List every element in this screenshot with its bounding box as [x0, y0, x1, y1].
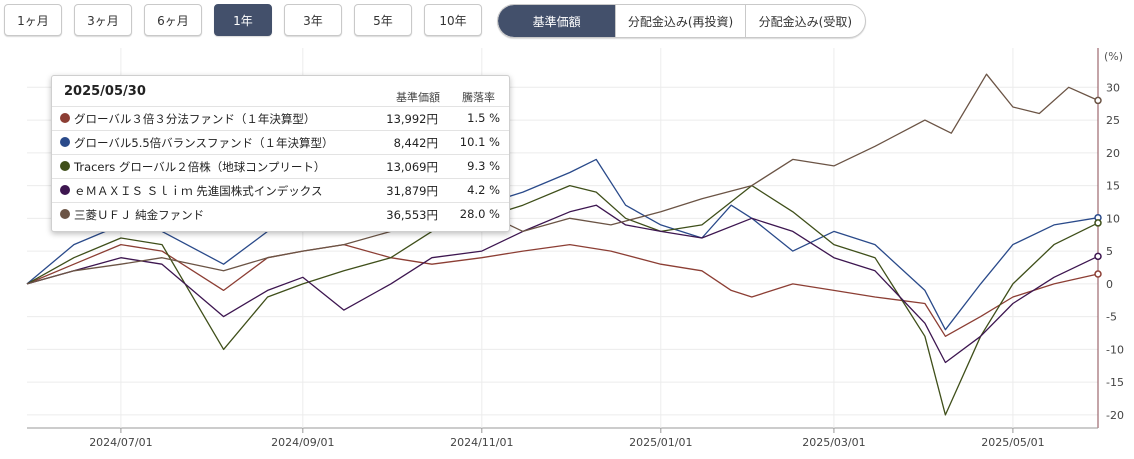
y-tick-label: 20	[1106, 147, 1120, 160]
chart-tooltip: 2025/05/30 基準価額 騰落率 グローバル３倍３分法ファンド（１年決算型…	[51, 75, 510, 232]
tooltip-col-change: 騰落率	[462, 91, 495, 104]
mode-button-received[interactable]: 分配金込み(受取)	[744, 5, 865, 37]
period-button-1m[interactable]: 1ヶ月	[4, 4, 62, 36]
tooltip-price: 31,879円	[386, 184, 438, 198]
x-tick-label: 2024/11/01	[450, 436, 513, 449]
price-mode-toggle: 基準価額 分配金込み(再投資) 分配金込み(受取)	[497, 4, 866, 38]
tooltip-fund-name: Tracers グローバル２倍株（地球コンプリート）	[74, 160, 326, 174]
tooltip-fund-name: グローバル３倍３分法ファンド（１年決算型）	[74, 112, 316, 126]
tooltip-col-price: 基準価額	[396, 91, 440, 104]
mode-button-reinvest[interactable]: 分配金込み(再投資)	[615, 5, 744, 37]
tooltip-fund-name: 三菱ＵＦＪ 純金ファンド	[74, 208, 205, 222]
period-button-10y[interactable]: 10年	[424, 4, 482, 36]
series-end-markers	[1094, 96, 1102, 278]
period-button-6m[interactable]: 6ヶ月	[144, 4, 202, 36]
tooltip-change: 1.5 %	[467, 111, 500, 125]
series-end-marker-1	[1094, 270, 1102, 278]
series-color-dot	[60, 185, 70, 195]
tooltip-change: 9.3 %	[467, 159, 500, 173]
y-tick-label: -10	[1106, 343, 1124, 356]
period-button-5y[interactable]: 5年	[354, 4, 412, 36]
tooltip-change: 4.2 %	[467, 183, 500, 197]
tooltip-price: 36,553円	[386, 208, 438, 222]
series-line-1	[26, 243, 1099, 337]
y-tick-label: 0	[1106, 278, 1113, 291]
series-end-marker-5	[1094, 96, 1102, 105]
series-color-dot	[60, 161, 70, 171]
x-tick-label: 2025/05/01	[981, 436, 1044, 449]
series-line-5	[26, 73, 1099, 285]
y-axis-unit-label: (%)	[1104, 50, 1123, 63]
period-button-3m[interactable]: 3ヶ月	[74, 4, 132, 36]
tooltip-header: 2025/05/30 基準価額 騰落率	[52, 76, 509, 106]
y-tick-label: 25	[1106, 114, 1120, 127]
y-axis-ticks: 30 25 20 15 10 5 0 -5 -10 -15 -20	[1106, 81, 1124, 422]
x-tick-label: 2024/09/01	[271, 436, 334, 449]
tooltip-row: ｅＭＡＸＩＳ Ｓｌｉｍ 先進国株式インデックス 31,879円 4.2 %	[52, 178, 509, 202]
series-lines	[26, 73, 1099, 416]
mode-button-nav[interactable]: 基準価額	[498, 5, 616, 37]
tooltip-change: 10.1 %	[459, 135, 500, 149]
tooltip-date: 2025/05/30	[64, 84, 146, 99]
series-color-dot	[60, 137, 70, 147]
y-tick-label: -5	[1106, 311, 1117, 324]
tooltip-fund-name: グローバル5.5倍バランスファンド（１年決算型）	[74, 136, 334, 150]
tooltip-row: Tracers グローバル２倍株（地球コンプリート） 13,069円 9.3 %	[52, 154, 509, 178]
series-end-marker-4	[1094, 252, 1102, 261]
series-line-2	[26, 158, 1099, 331]
x-axis-ticks: 2024/07/01 2024/09/01 2024/11/01 2025/01/01…	[89, 436, 1044, 449]
tooltip-price: 8,442円	[393, 136, 438, 150]
y-tick-label: -20	[1106, 409, 1124, 422]
tooltip-fund-name: ｅＭＡＸＩＳ Ｓｌｉｍ 先進国株式インデックス	[74, 184, 323, 198]
period-button-3y[interactable]: 3年	[284, 4, 342, 36]
series-end-marker-3	[1094, 219, 1102, 227]
tooltip-change: 28.0 %	[459, 207, 500, 221]
y-tick-label: 5	[1106, 245, 1113, 258]
series-line-4	[26, 204, 1099, 364]
series-line-3	[26, 184, 1099, 416]
tooltip-row: グローバル３倍３分法ファンド（１年決算型） 13,992円 1.5 %	[52, 106, 509, 130]
series-color-dot	[60, 113, 70, 123]
y-tick-label: -15	[1106, 376, 1124, 389]
tooltip-row: グローバル5.5倍バランスファンド（１年決算型） 8,442円 10.1 %	[52, 130, 509, 154]
y-tick-label: 30	[1106, 81, 1120, 94]
y-tick-label: 15	[1106, 180, 1120, 193]
tooltip-price: 13,992円	[386, 112, 438, 126]
x-tick-label: 2025/03/01	[802, 436, 865, 449]
series-color-dot	[60, 209, 70, 219]
tooltip-price: 13,069円	[386, 160, 438, 174]
x-tick-label: 2025/01/01	[629, 436, 692, 449]
tooltip-row: 三菱ＵＦＪ 純金ファンド 36,553円 28.0 %	[52, 202, 509, 226]
period-button-1y[interactable]: 1年	[214, 4, 272, 36]
y-tick-label: 10	[1106, 212, 1120, 225]
x-tick-label: 2024/07/01	[89, 436, 152, 449]
